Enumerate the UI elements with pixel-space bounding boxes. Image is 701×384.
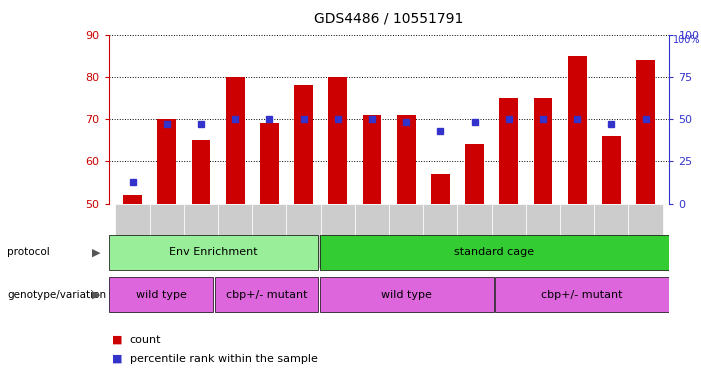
- Bar: [184, 204, 218, 268]
- Bar: [499, 98, 518, 204]
- Text: ▶: ▶: [92, 290, 100, 300]
- Text: cbp+/- mutant: cbp+/- mutant: [541, 290, 622, 300]
- Text: cbp+/- mutant: cbp+/- mutant: [226, 290, 307, 300]
- Text: ■: ■: [112, 354, 123, 364]
- Text: ■: ■: [112, 335, 123, 345]
- Bar: [260, 123, 279, 204]
- Bar: [215, 277, 318, 312]
- Bar: [287, 204, 320, 268]
- Bar: [294, 85, 313, 204]
- Bar: [320, 235, 669, 270]
- Bar: [602, 136, 620, 204]
- Text: 100%: 100%: [673, 35, 700, 45]
- Bar: [560, 204, 594, 268]
- Text: wild type: wild type: [136, 290, 186, 300]
- Bar: [636, 60, 655, 204]
- Text: standard cage: standard cage: [454, 247, 534, 258]
- Bar: [389, 204, 423, 268]
- Text: genotype/variation: genotype/variation: [7, 290, 106, 300]
- Bar: [226, 77, 245, 204]
- Bar: [465, 144, 484, 204]
- Bar: [116, 204, 150, 268]
- Bar: [458, 204, 491, 268]
- Text: Env Enrichment: Env Enrichment: [170, 247, 258, 258]
- Text: count: count: [130, 335, 161, 345]
- Bar: [150, 204, 184, 268]
- Bar: [109, 235, 318, 270]
- Bar: [397, 115, 416, 204]
- Bar: [218, 204, 252, 268]
- Bar: [355, 204, 389, 268]
- Bar: [320, 277, 494, 312]
- Bar: [328, 77, 347, 204]
- Bar: [158, 119, 176, 204]
- Bar: [431, 174, 450, 204]
- Text: percentile rank within the sample: percentile rank within the sample: [130, 354, 318, 364]
- Text: GDS4486 / 10551791: GDS4486 / 10551791: [314, 12, 464, 25]
- Bar: [594, 204, 628, 268]
- Text: protocol: protocol: [7, 247, 50, 258]
- Bar: [252, 204, 287, 268]
- Bar: [320, 204, 355, 268]
- Bar: [123, 195, 142, 204]
- Bar: [495, 277, 669, 312]
- Bar: [423, 204, 458, 268]
- Bar: [526, 204, 560, 268]
- Text: ▶: ▶: [92, 247, 100, 258]
- Bar: [491, 204, 526, 268]
- Bar: [568, 56, 587, 204]
- Bar: [628, 204, 662, 268]
- Text: wild type: wild type: [381, 290, 432, 300]
- Bar: [191, 140, 210, 204]
- Bar: [109, 277, 213, 312]
- Bar: [533, 98, 552, 204]
- Bar: [362, 115, 381, 204]
